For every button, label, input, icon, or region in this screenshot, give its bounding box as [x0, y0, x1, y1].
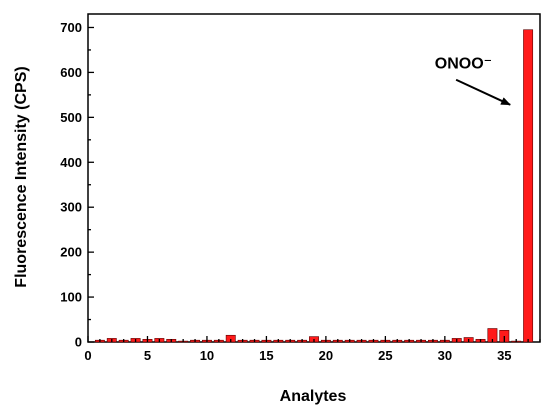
x-tick-label: 10	[200, 348, 214, 363]
x-tick-label: 30	[438, 348, 452, 363]
x-axis-ticks: 0 5 10 15 20 25 30 35	[84, 336, 541, 363]
x-tick-label: 35	[497, 348, 511, 363]
annotation-label: ONOO⁻	[435, 56, 492, 73]
annotation-arrow	[455, 78, 512, 106]
y-tick-label: 200	[60, 245, 82, 260]
x-tick-label: 25	[378, 348, 392, 363]
x-tick-label: 20	[319, 348, 333, 363]
y-tick-label: 700	[60, 20, 82, 35]
x-tick-label: 5	[144, 348, 151, 363]
bar	[523, 29, 534, 343]
y-tick-label: 300	[60, 200, 82, 215]
y-tick-label: 600	[60, 65, 82, 80]
x-tick-label: 15	[259, 348, 273, 363]
x-axis-title: Analytes	[280, 388, 347, 405]
annotations: ONOO⁻	[435, 56, 512, 106]
y-axis-title: Fluorescence Intensity (CPS)	[13, 66, 30, 287]
y-tick-label: 500	[60, 110, 82, 125]
y-tick-label: 400	[60, 155, 82, 170]
x-tick-label: 0	[84, 348, 91, 363]
y-axis-ticks: 0 100 200 300 400 500 600 700	[60, 20, 94, 350]
bars	[94, 29, 534, 343]
y-tick-label: 100	[60, 290, 82, 305]
y-tick-label: 0	[75, 335, 82, 350]
